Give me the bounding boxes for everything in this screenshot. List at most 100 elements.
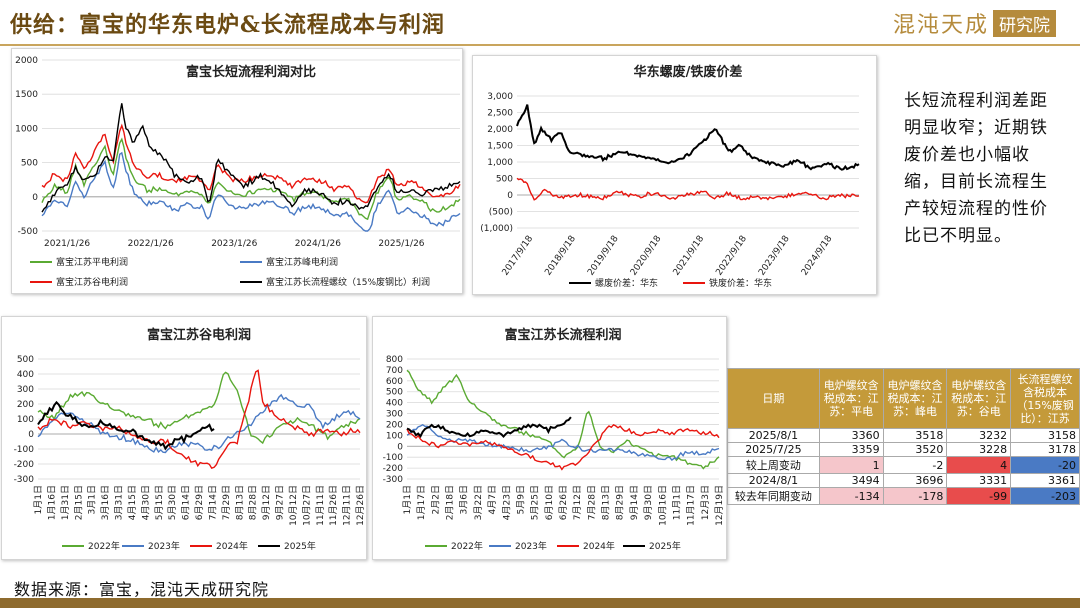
y-tick-label: 400 bbox=[17, 370, 34, 380]
table-cell-date: 2024/8/1 bbox=[727, 473, 820, 488]
x-tick-label: 11月26日 bbox=[328, 485, 339, 526]
legend-label: 铁废价差：华东 bbox=[709, 277, 772, 289]
x-tick-label: 5月25日 bbox=[530, 485, 541, 520]
x-tick-label: 6月26日 bbox=[558, 485, 569, 520]
x-tick-label: 12月26日 bbox=[355, 485, 366, 526]
y-tick-label: 1,000 bbox=[487, 158, 513, 168]
x-tick-label: 2021/9/18 bbox=[672, 234, 707, 278]
table-cell-value: -178 bbox=[882, 487, 948, 505]
y-tick-label: 400 bbox=[386, 399, 403, 409]
x-tick-label: 2023/9/18 bbox=[757, 234, 792, 278]
x-tick-label: 2021/1/26 bbox=[44, 239, 90, 249]
data-source: 数据来源：富宝，混沌天成研究院 bbox=[14, 580, 270, 599]
chart-title: 富宝长短流程利润对比 bbox=[186, 64, 316, 80]
y-tick-label: 1000 bbox=[15, 124, 38, 134]
y-tick-label: (500) bbox=[489, 208, 513, 218]
table-cell-value: -203 bbox=[1010, 487, 1080, 505]
chart-panel-long-profit: 富宝江苏长流程利润 -300 -200 -100 0 100 200 300 400 500 600… bbox=[372, 316, 727, 560]
table-row: 2024/8/1 3494 3696 3331 3361 bbox=[727, 473, 1080, 488]
y-tick-label: 300 bbox=[386, 410, 403, 420]
x-tick-label: 2017/9/18 bbox=[501, 234, 536, 278]
y-tick-label: 200 bbox=[17, 400, 34, 410]
x-tick-label: 1月1日 bbox=[33, 485, 44, 514]
table-header-row: 日期 电炉螺纹含税成本：江苏：平电 电炉螺纹含税成本：江苏：峰电 电炉螺纹含税成… bbox=[727, 368, 1080, 429]
chart-panel-profit-compare: 富宝长短流程利润对比 -500 0 500 1000 1500 2000 2021/1/26 2… bbox=[11, 48, 463, 294]
table-cell-date: 2025/8/1 bbox=[727, 428, 820, 443]
x-tick-label: 11月17日 bbox=[686, 485, 697, 526]
table-cell-value: 3228 bbox=[946, 442, 1012, 457]
table-cell-value: -2 bbox=[882, 456, 948, 474]
x-tick-label: 6月29日 bbox=[194, 485, 205, 520]
series-line bbox=[406, 416, 572, 438]
y-tick-label: -300 bbox=[383, 475, 404, 485]
x-tick-label: 9月27日 bbox=[275, 485, 286, 520]
x-tick-label: 4月23日 bbox=[501, 485, 512, 520]
chart-title: 华东螺废/铁废价差 bbox=[634, 64, 743, 80]
x-tick-label: 4月30日 bbox=[140, 485, 151, 520]
x-tick-label: 8月13日 bbox=[601, 485, 612, 520]
table-cell-value: 3696 bbox=[882, 473, 948, 488]
table-cell-value: 3361 bbox=[1010, 473, 1080, 488]
x-tick-label: 3月6日 bbox=[459, 485, 470, 514]
x-tick-label: 3月31日 bbox=[114, 485, 125, 520]
series-line bbox=[406, 369, 720, 470]
y-tick-label: 500 bbox=[496, 175, 513, 185]
x-tick-label: 6月14日 bbox=[181, 485, 192, 520]
header: 供给：富宝的华东电炉&长流程成本与利润 混沌天成 研究院 bbox=[0, 0, 1080, 44]
x-tick-label: 8月28日 bbox=[248, 485, 259, 520]
legend-label: 富宝江苏长流程螺纹（15%废钢比）利润 bbox=[266, 276, 430, 288]
y-tick-label: 3,000 bbox=[487, 92, 513, 102]
table-row: 较去年同期变动 -134 -178 -99 -203 bbox=[727, 487, 1080, 505]
legend-label: 2024年 bbox=[216, 540, 248, 552]
chart-panel-spread: 华东螺废/铁废价差 (1,000) (500) 0 500 1,000 1,500 2,000… bbox=[472, 55, 877, 295]
x-tick-label: 10月16日 bbox=[657, 485, 668, 526]
table-cell-value: -134 bbox=[818, 487, 884, 505]
legend-label: 螺废价差：华东 bbox=[595, 277, 658, 289]
x-tick-label: 9月30日 bbox=[643, 485, 654, 520]
series-line bbox=[516, 177, 860, 201]
y-tick-label: 2,000 bbox=[487, 125, 513, 135]
table-cell-value: 3331 bbox=[946, 473, 1012, 488]
table-cell-date: 较去年同期变动 bbox=[727, 487, 820, 505]
y-tick-label: -100 bbox=[383, 453, 404, 463]
x-tick-label: 2月2日 bbox=[430, 485, 441, 514]
x-tick-label: 2023/1/26 bbox=[211, 239, 257, 249]
logo: 混沌天成 研究院 bbox=[893, 8, 1056, 38]
y-tick-label: 1500 bbox=[15, 90, 38, 100]
table-cell-value: 3520 bbox=[882, 442, 948, 457]
table-cell-date: 较上周变动 bbox=[727, 456, 820, 474]
legend-label: 富宝江苏平电利润 bbox=[56, 256, 128, 268]
y-tick-label: 0 bbox=[32, 193, 38, 203]
table-header-long: 长流程螺纹含税成本（15%废钢比）：江苏 bbox=[1010, 368, 1080, 429]
legend-label: 2025年 bbox=[649, 540, 681, 552]
x-tick-label: 1月31日 bbox=[60, 485, 71, 520]
cost-table: 日期 电炉螺纹含税成本：江苏：平电 电炉螺纹含税成本：江苏：峰电 电炉螺纹含税成… bbox=[727, 368, 1080, 505]
x-tick-label: 2019/9/18 bbox=[586, 234, 621, 278]
legend-label: 富宝江苏峰电利润 bbox=[266, 256, 338, 268]
x-tick-label: 10月27日 bbox=[301, 485, 312, 526]
y-tick-label: 200 bbox=[386, 420, 403, 430]
series-line bbox=[516, 104, 860, 171]
y-tick-label: 100 bbox=[17, 415, 34, 425]
x-tick-label: 2018/9/18 bbox=[543, 234, 578, 278]
table-cell-value: 3360 bbox=[818, 428, 884, 443]
legend-label: 2022年 bbox=[88, 540, 120, 552]
table-cell-value: -20 bbox=[1010, 456, 1080, 474]
x-tick-label: 1月1日 bbox=[402, 485, 413, 514]
legend-label: 富宝江苏谷电利润 bbox=[56, 276, 128, 288]
logo-box: 研究院 bbox=[993, 9, 1056, 37]
table-cell-value: 4 bbox=[946, 456, 1012, 474]
table-header-valley: 电炉螺纹含税成本：江苏：谷电 bbox=[946, 368, 1012, 429]
chart-title: 富宝江苏长流程利润 bbox=[504, 327, 621, 343]
table-cell-value: 1 bbox=[818, 456, 884, 474]
chart-spread: 华东螺废/铁废价差 (1,000) (500) 0 500 1,000 1,500 2,000… bbox=[480, 64, 860, 289]
chart-panel-valley-profit: 富宝江苏谷电利润 -300 -200 -100 0 100 200 300 400 500 1月1日… bbox=[1, 316, 367, 560]
y-tick-label: 100 bbox=[386, 431, 403, 441]
y-tick-label: 0 bbox=[507, 191, 513, 201]
legend-label: 2023年 bbox=[515, 540, 547, 552]
x-tick-label: 7月29日 bbox=[221, 485, 232, 520]
series-line bbox=[37, 400, 215, 451]
x-tick-label: 11月1日 bbox=[671, 485, 682, 520]
x-tick-label: 8月29日 bbox=[615, 485, 626, 520]
x-tick-label: 1月17日 bbox=[416, 485, 427, 520]
